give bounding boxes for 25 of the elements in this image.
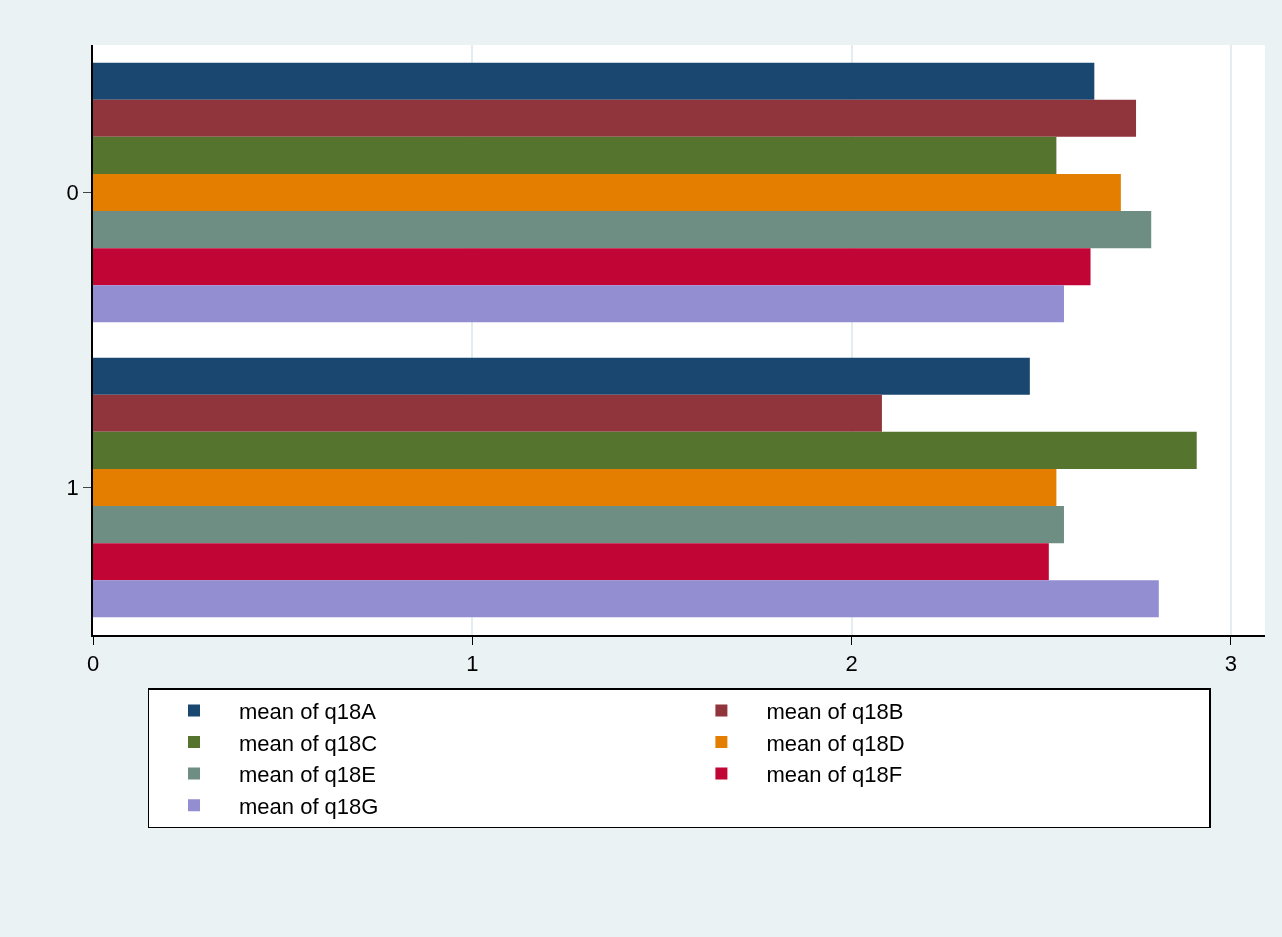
x-tick-label: 0 — [86, 651, 100, 677]
bar — [93, 136, 1057, 174]
bar — [93, 394, 882, 432]
x-tick-label: 3 — [1224, 651, 1237, 677]
bar — [93, 285, 1064, 323]
legend-label: mean of q18A — [239, 698, 377, 724]
legend-label: mean of q18B — [766, 698, 904, 724]
bar — [93, 62, 1095, 100]
x-tick-label: 1 — [466, 651, 479, 677]
bar — [93, 431, 1197, 469]
bar — [93, 248, 1091, 286]
x-tick-label: 2 — [845, 651, 858, 677]
bar — [93, 99, 1137, 137]
bar — [93, 580, 1159, 618]
legend-label: mean of q18G — [239, 793, 379, 819]
bar — [93, 357, 1030, 395]
legend-label: mean of q18C — [239, 730, 378, 756]
bar — [93, 543, 1049, 581]
bar — [93, 211, 1152, 249]
legend-label: mean of q18E — [239, 762, 376, 788]
legend-label: mean of q18F — [766, 762, 903, 788]
bar — [93, 506, 1064, 544]
legend-label: mean of q18D — [766, 730, 905, 756]
bar — [93, 468, 1057, 507]
bar — [93, 173, 1121, 212]
